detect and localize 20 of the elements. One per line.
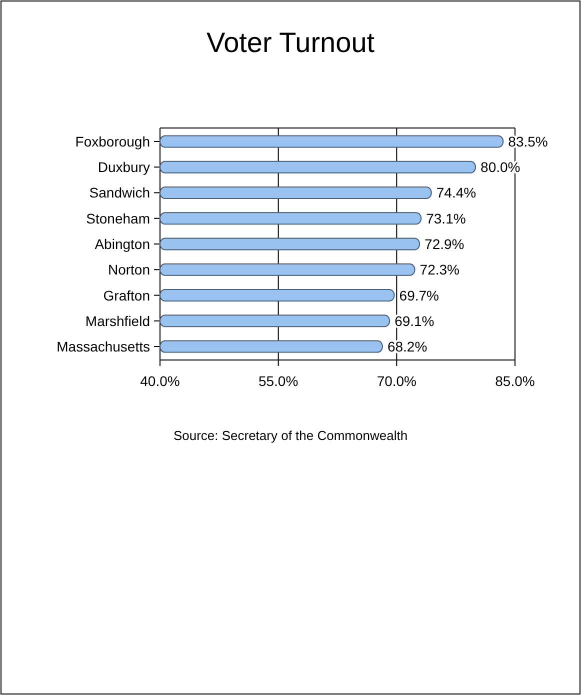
x-tick-label: 70.0% (376, 373, 417, 389)
x-tick-label: 40.0% (140, 373, 180, 389)
y-tick-label: Grafton (103, 287, 150, 304)
chart-title: Voter Turnout (206, 27, 375, 58)
data-label: 72.9% (424, 236, 464, 252)
x-tick-label: 85.0% (495, 373, 535, 389)
y-tick-label: Sandwich (89, 184, 150, 201)
y-tick-label: Stoneham (86, 210, 150, 226)
y-tick-label: Abington (94, 236, 150, 252)
y-tick-label: Duxbury (98, 159, 150, 176)
y-tick-label: Norton (108, 262, 150, 278)
data-label: 72.3% (420, 262, 460, 278)
y-tick-label: Marshfield (85, 312, 150, 329)
data-label: 74.4% (436, 184, 476, 201)
data-label: 69.7% (399, 287, 440, 304)
y-tick-label: Foxborough (75, 133, 150, 150)
y-tick-label: Massachusetts (56, 338, 150, 355)
x-tick-label: 55.0% (258, 373, 298, 389)
source-note: Source: Secretary of the Commonwealth (173, 428, 408, 443)
data-label: 73.1% (426, 210, 466, 226)
